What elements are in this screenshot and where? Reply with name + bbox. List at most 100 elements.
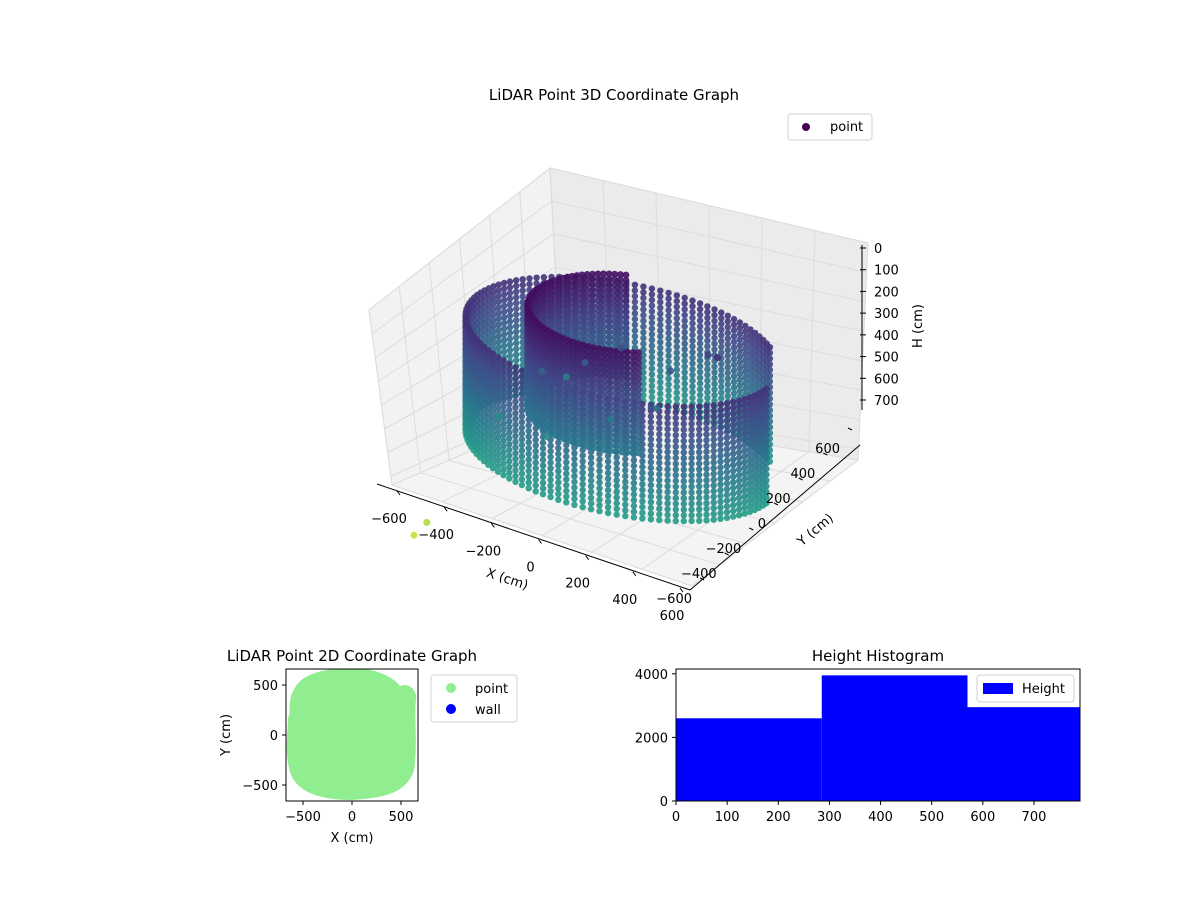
data-point [704, 366, 711, 373]
data-point [605, 275, 613, 283]
data-point [680, 449, 687, 456]
data-point [506, 329, 514, 337]
data-point [656, 448, 663, 455]
data-point [703, 482, 710, 490]
y-tick-label: −600 [656, 592, 692, 607]
data-point [501, 348, 508, 355]
data-point [617, 271, 624, 278]
data-point [617, 276, 624, 284]
data-point [688, 432, 695, 439]
data-point [506, 372, 513, 379]
data-point [590, 423, 598, 431]
data-point [635, 349, 642, 356]
data-point [673, 389, 680, 396]
data-point [578, 297, 586, 305]
data-point [703, 425, 710, 432]
data-point [518, 401, 526, 409]
data-point [723, 434, 731, 441]
data-point [657, 384, 664, 392]
data-point [617, 308, 624, 315]
data-point [584, 343, 592, 350]
data-point [622, 340, 630, 348]
data-point [594, 296, 602, 304]
data-point [746, 411, 753, 418]
data-point [763, 494, 770, 501]
data-point [595, 403, 603, 411]
data-point [605, 286, 613, 294]
data-point [495, 310, 502, 317]
data-point [601, 441, 609, 449]
data-point [574, 387, 582, 395]
data-point [696, 368, 704, 376]
data-point [547, 453, 554, 461]
data-point [680, 483, 687, 490]
data-point [688, 454, 695, 462]
y-tick [773, 502, 779, 506]
data-point [555, 496, 562, 503]
data-point [717, 435, 724, 442]
data-point [664, 506, 671, 513]
data-point [730, 390, 738, 397]
data-point [746, 468, 753, 475]
data-point [539, 491, 547, 498]
data-point [489, 453, 497, 460]
data-point [710, 436, 717, 443]
data-point [640, 294, 647, 302]
data-point [574, 440, 582, 448]
data-point [494, 376, 502, 384]
data-point [618, 358, 625, 366]
data-point [622, 461, 629, 468]
data-point [704, 351, 712, 359]
data-point [600, 281, 607, 288]
histogram: Height Histogram 0 100 200 300 400 500 600 7000… [635, 647, 1081, 825]
data-point [494, 428, 502, 435]
data-point [664, 420, 671, 427]
data-point [704, 394, 711, 402]
data-point [622, 335, 630, 342]
data-point [604, 469, 612, 477]
data-point [673, 332, 680, 339]
data-point [579, 405, 587, 412]
data-point [512, 461, 519, 468]
data-point [730, 439, 737, 446]
data-point [696, 351, 704, 359]
y-tick-label: −500 [242, 779, 278, 794]
data-point [605, 318, 613, 325]
data-point [763, 448, 770, 455]
data-point [665, 289, 672, 297]
data-point [489, 350, 497, 357]
data-point [689, 348, 696, 356]
data-point [600, 291, 607, 299]
data-point [639, 492, 646, 499]
data-point [611, 302, 619, 310]
data-point [590, 365, 598, 373]
data-point [664, 488, 671, 496]
data-point [664, 431, 671, 438]
data-point [601, 404, 609, 412]
data-point [635, 391, 642, 399]
data-point [730, 350, 738, 357]
data-point [680, 432, 687, 439]
x-tick [490, 523, 495, 528]
y-tick-label: 500 [253, 679, 278, 694]
data-point [506, 278, 514, 285]
data-point [647, 418, 655, 426]
data-point [665, 329, 672, 337]
data-point [640, 300, 647, 307]
data-point [647, 459, 655, 466]
data-point [574, 345, 582, 353]
data-point [741, 464, 748, 472]
data-point [710, 402, 717, 409]
data-point [696, 437, 703, 444]
data-point [747, 337, 754, 344]
data-point [696, 357, 704, 364]
grid-line [551, 200, 867, 273]
data-point [589, 281, 596, 288]
data-point [656, 516, 663, 524]
data-point [665, 392, 672, 400]
data-point [571, 490, 578, 497]
data-point [735, 483, 743, 490]
data-point [563, 459, 570, 466]
x-tick-label: 0 [348, 810, 356, 825]
data-point [665, 301, 672, 308]
